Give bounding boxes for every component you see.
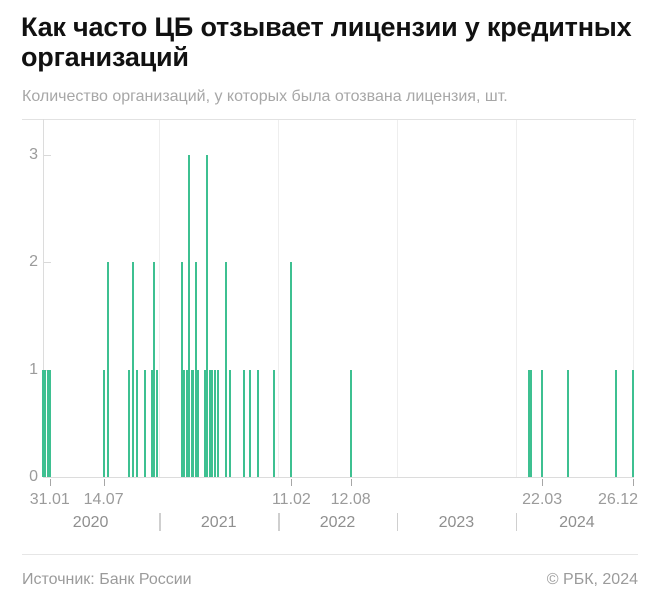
bar bbox=[190, 369, 193, 477]
x-tick-label: 12.08 bbox=[330, 491, 371, 508]
y-tick-label: 3 bbox=[29, 146, 38, 163]
bar bbox=[615, 369, 618, 477]
year-label: 2021 bbox=[200, 514, 237, 531]
bar bbox=[273, 369, 276, 477]
bar bbox=[208, 369, 211, 477]
bar bbox=[48, 369, 51, 477]
bar bbox=[42, 369, 44, 477]
bar bbox=[150, 369, 153, 477]
year-label: 2020 bbox=[72, 514, 109, 531]
bar bbox=[225, 262, 227, 477]
year-label: 2023 bbox=[438, 514, 475, 531]
year-gridline bbox=[633, 120, 634, 477]
year-separator bbox=[278, 513, 280, 531]
bar bbox=[187, 155, 190, 477]
year-label: 2024 bbox=[559, 514, 595, 531]
year-separator bbox=[515, 513, 518, 531]
bar bbox=[128, 369, 131, 477]
x-tick bbox=[633, 479, 634, 486]
year-separator bbox=[396, 513, 399, 531]
chart-subtitle: Количество организаций, у которых была о… bbox=[22, 88, 508, 105]
bar bbox=[143, 369, 146, 477]
x-tick-label: 14.07 bbox=[83, 491, 124, 508]
y-tick-label: 1 bbox=[29, 360, 38, 378]
bar bbox=[566, 369, 569, 477]
bar bbox=[249, 369, 252, 477]
bar bbox=[136, 369, 139, 477]
x-tick bbox=[542, 479, 544, 486]
x-tick-label: 31.01 bbox=[29, 491, 70, 508]
x-tick-label: 22.03 bbox=[522, 491, 563, 508]
bar bbox=[527, 369, 530, 477]
x-tick bbox=[350, 479, 352, 486]
x-tick bbox=[49, 479, 51, 486]
bar bbox=[632, 369, 634, 477]
footer-divider bbox=[22, 554, 638, 555]
bar bbox=[181, 262, 183, 477]
bar bbox=[349, 369, 352, 477]
y-tick-label: 0 bbox=[29, 468, 38, 485]
y-tick bbox=[44, 262, 51, 264]
year-gridline bbox=[159, 120, 161, 477]
chart-title: Как часто ЦБ отзывает лицензии у кредитн… bbox=[21, 12, 632, 72]
bar bbox=[228, 369, 231, 477]
bar bbox=[290, 262, 293, 477]
bar bbox=[194, 262, 197, 477]
bar bbox=[102, 369, 105, 477]
bar bbox=[153, 262, 155, 477]
bar bbox=[155, 369, 158, 477]
chart-footer: Источник: Банк России © РБК, 2024 bbox=[22, 570, 638, 590]
bar bbox=[197, 369, 199, 477]
y-axis-line bbox=[43, 119, 44, 477]
y-tick-label: 2 bbox=[29, 253, 38, 271]
copyright-label: © РБК, 2024 bbox=[546, 571, 638, 588]
x-axis-line bbox=[43, 477, 634, 478]
bar bbox=[256, 369, 259, 477]
bar bbox=[213, 369, 216, 477]
bar bbox=[541, 369, 544, 477]
year-gridline bbox=[396, 120, 398, 477]
x-tick bbox=[103, 479, 105, 486]
year-gridline bbox=[515, 120, 517, 477]
bar bbox=[46, 369, 49, 477]
bar bbox=[529, 369, 532, 477]
year-gridline bbox=[278, 120, 280, 477]
bar bbox=[131, 262, 134, 477]
x-tick bbox=[291, 479, 293, 486]
source-label: Источник: Банк России bbox=[22, 571, 192, 588]
bar bbox=[107, 262, 110, 477]
bar bbox=[192, 369, 195, 477]
bar bbox=[185, 369, 188, 477]
y-tick bbox=[44, 155, 51, 156]
x-tick-label: 26.12 bbox=[597, 491, 638, 508]
bar bbox=[44, 369, 47, 477]
chart-top-border bbox=[22, 119, 636, 120]
x-tick-label: 11.02 bbox=[271, 491, 311, 508]
bar bbox=[206, 155, 209, 477]
bar bbox=[242, 369, 245, 477]
bar bbox=[203, 369, 206, 477]
year-label: 2022 bbox=[319, 514, 356, 531]
bar bbox=[216, 369, 219, 477]
bar bbox=[211, 369, 214, 477]
bar bbox=[183, 369, 186, 477]
year-separator bbox=[159, 513, 161, 531]
